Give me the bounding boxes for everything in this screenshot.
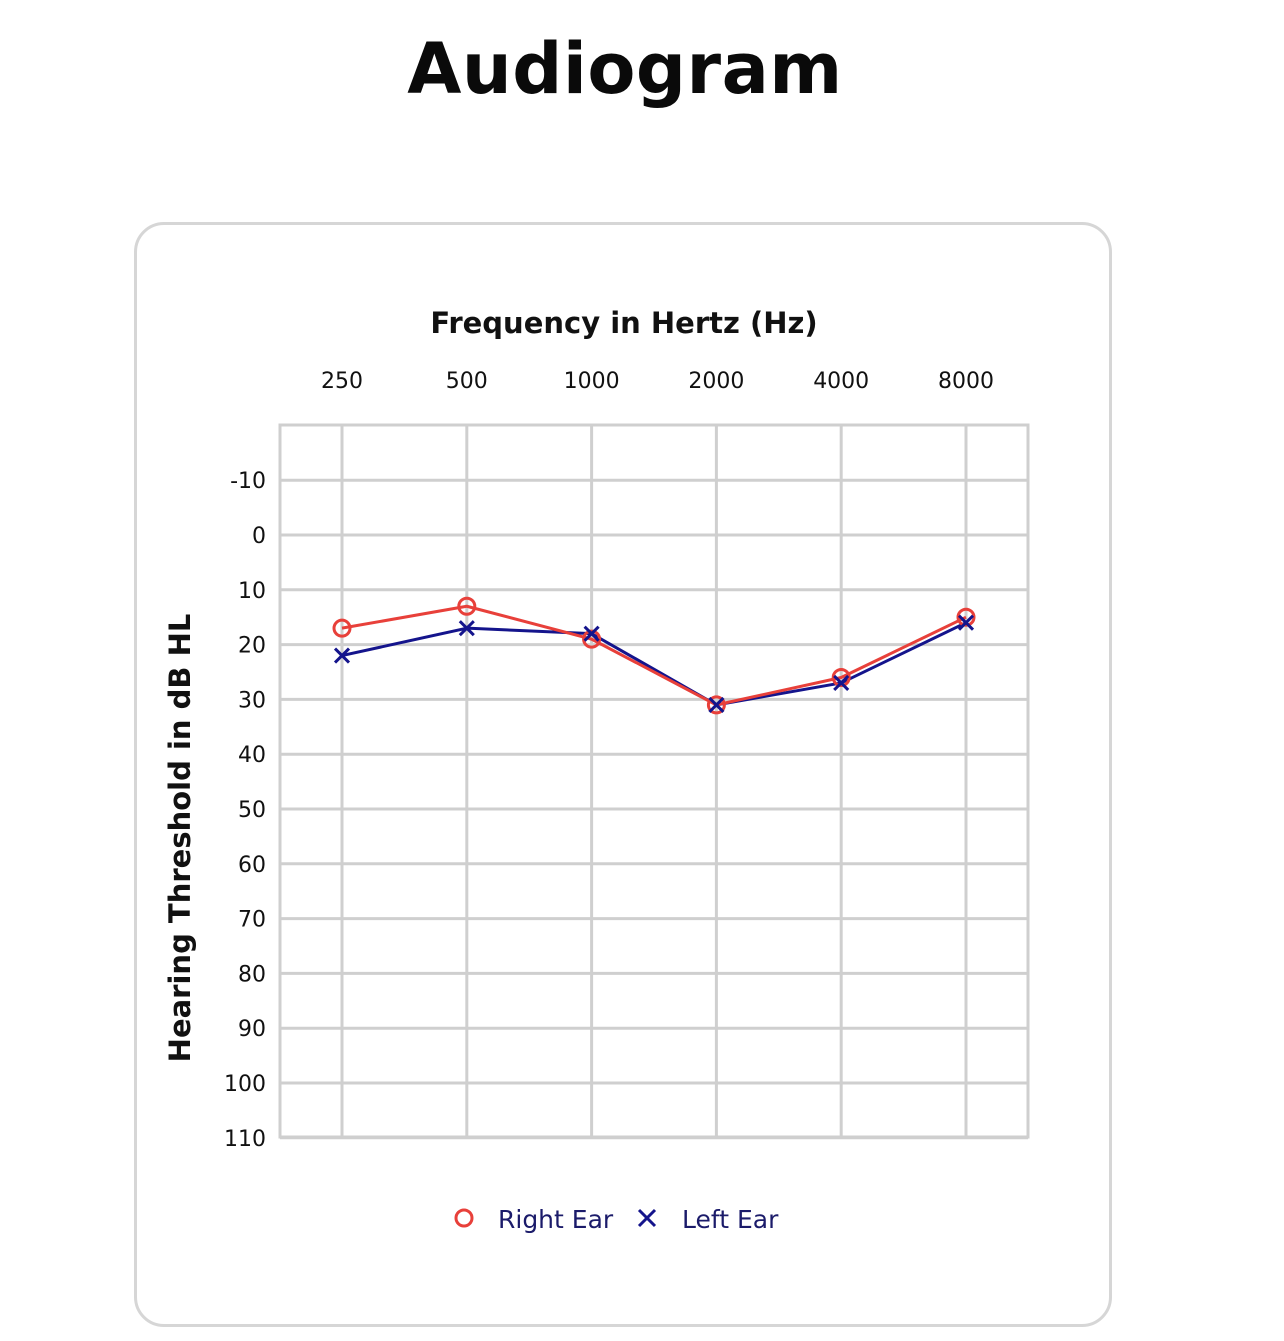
series-line-circle	[341, 604, 967, 707]
x-tick-label: 2000	[688, 369, 744, 394]
x-tick-labels: 250 500 1000 2000 4000 8000	[321, 369, 994, 394]
series-layer	[332, 596, 976, 715]
y-tick-label: 30	[238, 688, 266, 713]
cross-stroke	[637, 1208, 657, 1228]
cross-stroke	[583, 625, 600, 642]
plot-frame	[278, 423, 1030, 1139]
cross-stroke	[833, 674, 850, 692]
data-point-circle	[457, 596, 477, 616]
x-tick-label: 1000	[564, 369, 620, 394]
chart-card	[134, 222, 1112, 1327]
data-point-cross	[957, 614, 975, 631]
y-tick-label: 10	[238, 579, 266, 604]
cross-stroke	[333, 647, 351, 664]
cross-stroke	[458, 620, 475, 637]
x-tick-label: 500	[446, 369, 488, 394]
y-tick-label: 40	[238, 743, 266, 768]
data-point-cross	[333, 647, 351, 664]
data-point-cross	[708, 696, 725, 713]
y-tick-labels: -10 0 10 20 30 40 50 60 70 80 90 100 110	[224, 469, 266, 1152]
data-point-cross	[583, 625, 600, 642]
y-tick-label: 0	[252, 524, 266, 549]
data-point-circle	[332, 618, 352, 638]
data-point-circle	[706, 695, 726, 715]
legend-right-ear-marker	[454, 1208, 474, 1228]
legend-left-ear-marker	[637, 1208, 657, 1228]
y-tick-label: 50	[238, 798, 266, 823]
y-tick-label: 80	[238, 962, 266, 987]
data-point-circle	[956, 607, 976, 627]
y-tick-label: 20	[238, 634, 266, 659]
cross-stroke	[708, 696, 725, 713]
data-point-cross	[833, 674, 850, 692]
page-title: Audiogram	[407, 28, 843, 110]
legend-left-ear-label: Left Ear	[682, 1205, 779, 1234]
y-tick-label: 100	[224, 1072, 266, 1097]
grid	[278, 423, 1030, 1140]
y-axis-title: Hearing Threshold in dB HL	[163, 614, 197, 1063]
x-tick-label: 4000	[813, 369, 869, 394]
legend: Right Ear Left Ear	[454, 1205, 779, 1234]
cross-stroke	[957, 614, 975, 631]
x-tick-label: 8000	[938, 369, 994, 394]
series-line-cross	[341, 621, 967, 707]
legend-right-ear-label: Right Ear	[498, 1205, 614, 1234]
x-tick-label: 250	[321, 369, 363, 394]
x-axis-title: Frequency in Hertz (Hz)	[430, 306, 817, 340]
y-tick-label: 110	[224, 1127, 266, 1152]
y-tick-label: 60	[238, 853, 266, 878]
data-point-cross	[458, 620, 475, 637]
y-tick-label: 90	[238, 1017, 266, 1042]
y-tick-label: -10	[230, 469, 266, 494]
y-tick-label: 70	[238, 908, 266, 933]
data-point-circle	[831, 667, 851, 687]
data-point-circle	[582, 629, 602, 649]
